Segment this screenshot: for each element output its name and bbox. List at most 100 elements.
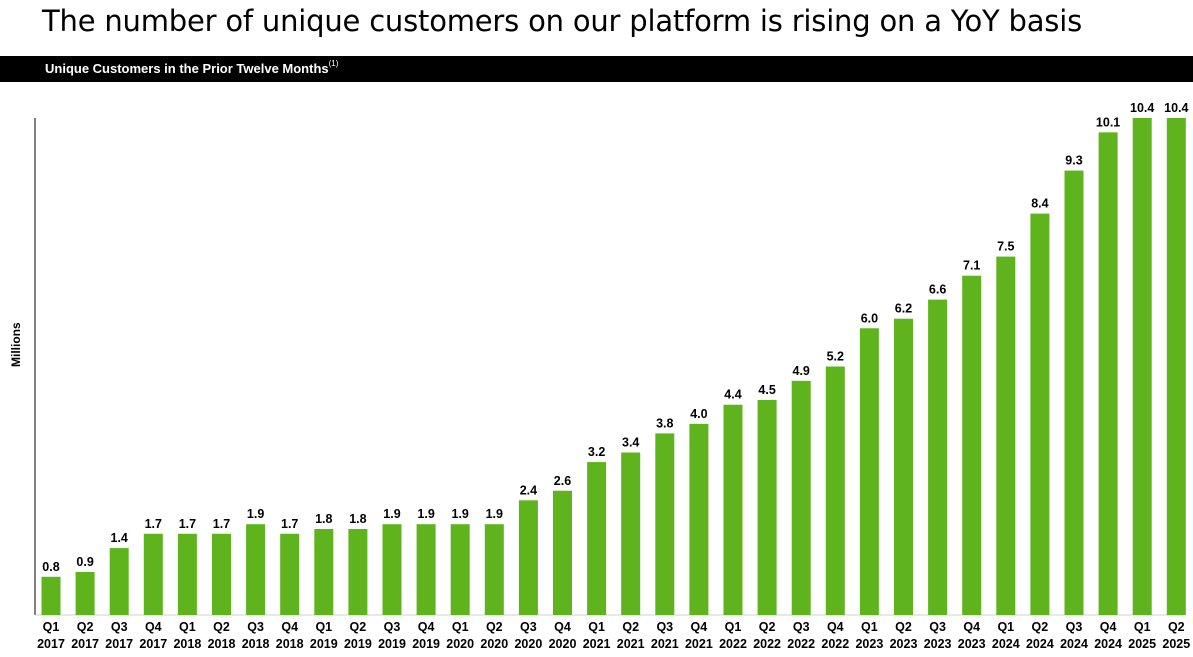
x-tick-label-year: 2019: [344, 637, 372, 651]
data-label: 6.0: [861, 311, 878, 325]
x-tick-label-quarter: Q1: [43, 620, 60, 634]
x-tick-label-year: 2019: [412, 637, 440, 651]
x-tick-label-quarter: Q1: [588, 620, 605, 634]
x-tick-label-quarter: Q3: [793, 620, 810, 634]
x-tick-label-year: 2020: [480, 637, 508, 651]
x-tick-label-year: 2017: [105, 637, 133, 651]
page-title: The number of unique customers on our pl…: [42, 4, 1082, 38]
x-tick-label-quarter: Q3: [656, 620, 673, 634]
data-label: 7.1: [963, 259, 980, 273]
bar: [928, 299, 948, 615]
bar: [518, 500, 538, 615]
x-tick-label-year: 2019: [378, 637, 406, 651]
bar: [246, 524, 266, 615]
data-label: 1.4: [111, 531, 128, 545]
x-tick-label-quarter: Q1: [179, 620, 196, 634]
data-label: 1.9: [486, 507, 503, 521]
x-tick-label-quarter: Q2: [1168, 620, 1185, 634]
bar: [1030, 213, 1050, 615]
bar: [689, 423, 709, 615]
bar: [1098, 132, 1118, 615]
bar: [416, 524, 436, 615]
data-label: 4.0: [690, 407, 707, 421]
data-label: 1.9: [247, 507, 264, 521]
data-label: 1.9: [383, 507, 400, 521]
x-tick-label-year: 2024: [1026, 637, 1054, 651]
x-tick-label-quarter: Q3: [384, 620, 401, 634]
bar: [484, 524, 504, 615]
data-label: 4.9: [793, 364, 810, 378]
x-tick-label-year: 2021: [685, 637, 713, 651]
x-tick-label-quarter: Q4: [1100, 620, 1117, 634]
x-tick-label-year: 2018: [242, 637, 270, 651]
x-tick-label-year: 2018: [276, 637, 304, 651]
bar: [143, 533, 163, 615]
x-tick-label-quarter: Q2: [895, 620, 912, 634]
x-tick-label-quarter: Q4: [418, 620, 435, 634]
chart-title: Unique Customers in the Prior Twelve Mon…: [45, 59, 338, 76]
x-tick-label-quarter: Q1: [1134, 620, 1151, 634]
x-tick-label-quarter: Q3: [929, 620, 946, 634]
x-tick-label-year: 2021: [583, 637, 611, 651]
chart-title-text: Unique Customers in the Prior Twelve Mon…: [45, 61, 329, 76]
x-tick-label-quarter: Q1: [315, 620, 332, 634]
data-label: 10.1: [1096, 115, 1120, 129]
x-tick-label-quarter: Q1: [997, 620, 1014, 634]
x-tick-label-quarter: Q1: [452, 620, 469, 634]
x-tick-label-quarter: Q2: [486, 620, 503, 634]
bar: [109, 548, 129, 615]
data-label: 6.6: [929, 283, 946, 297]
data-label: 4.4: [724, 388, 741, 402]
x-tick-label-year: 2024: [1060, 637, 1088, 651]
x-tick-label-year: 2023: [855, 637, 883, 651]
data-label: 1.7: [145, 517, 162, 531]
x-tick-label-year: 2025: [1128, 637, 1156, 651]
bar: [382, 524, 402, 615]
bar: [621, 452, 641, 615]
bar: [962, 275, 982, 615]
data-label: 3.8: [656, 416, 673, 430]
data-label: 1.9: [452, 507, 469, 521]
data-label: 2.4: [520, 483, 537, 497]
bar: [587, 462, 607, 615]
x-tick-label-year: 2020: [514, 637, 542, 651]
bar: [825, 366, 845, 615]
data-label: 0.9: [76, 555, 93, 569]
bar: [75, 571, 95, 615]
bar: [41, 576, 61, 615]
bar: [894, 318, 913, 615]
x-tick-label-quarter: Q2: [759, 620, 776, 634]
data-label: 1.9: [417, 507, 434, 521]
data-label: 2.6: [554, 474, 571, 488]
chart-title-banner: Unique Customers in the Prior Twelve Mon…: [0, 56, 1193, 82]
bar: [177, 533, 197, 615]
bar: [1132, 118, 1152, 615]
data-label: 1.7: [281, 517, 298, 531]
bar: [212, 533, 231, 615]
data-label: 8.4: [1031, 197, 1048, 211]
x-tick-label-quarter: Q2: [350, 620, 367, 634]
x-tick-label-quarter: Q2: [213, 620, 230, 634]
bar: [757, 399, 777, 615]
x-tick-label-quarter: Q3: [247, 620, 264, 634]
x-tick-label-quarter: Q1: [725, 620, 742, 634]
data-label: 6.2: [895, 302, 912, 316]
bar: [314, 528, 334, 615]
data-label: 7.5: [997, 240, 1014, 254]
x-tick-label-quarter: Q3: [1066, 620, 1083, 634]
data-label: 1.7: [179, 517, 196, 531]
x-tick-label-quarter: Q4: [827, 620, 844, 634]
data-label: 9.3: [1065, 154, 1082, 168]
bar: [996, 256, 1016, 615]
bar: [1064, 170, 1084, 615]
x-tick-label-year: 2019: [310, 637, 338, 651]
x-tick-label-year: 2025: [1162, 637, 1190, 651]
x-tick-label-year: 2022: [753, 637, 781, 651]
x-tick-label-quarter: Q3: [520, 620, 537, 634]
data-label: 1.8: [315, 512, 332, 526]
x-tick-label-year: 2018: [208, 637, 236, 651]
x-tick-label-quarter: Q2: [1032, 620, 1049, 634]
x-tick-label-year: 2024: [992, 637, 1020, 651]
bar: [450, 524, 470, 615]
